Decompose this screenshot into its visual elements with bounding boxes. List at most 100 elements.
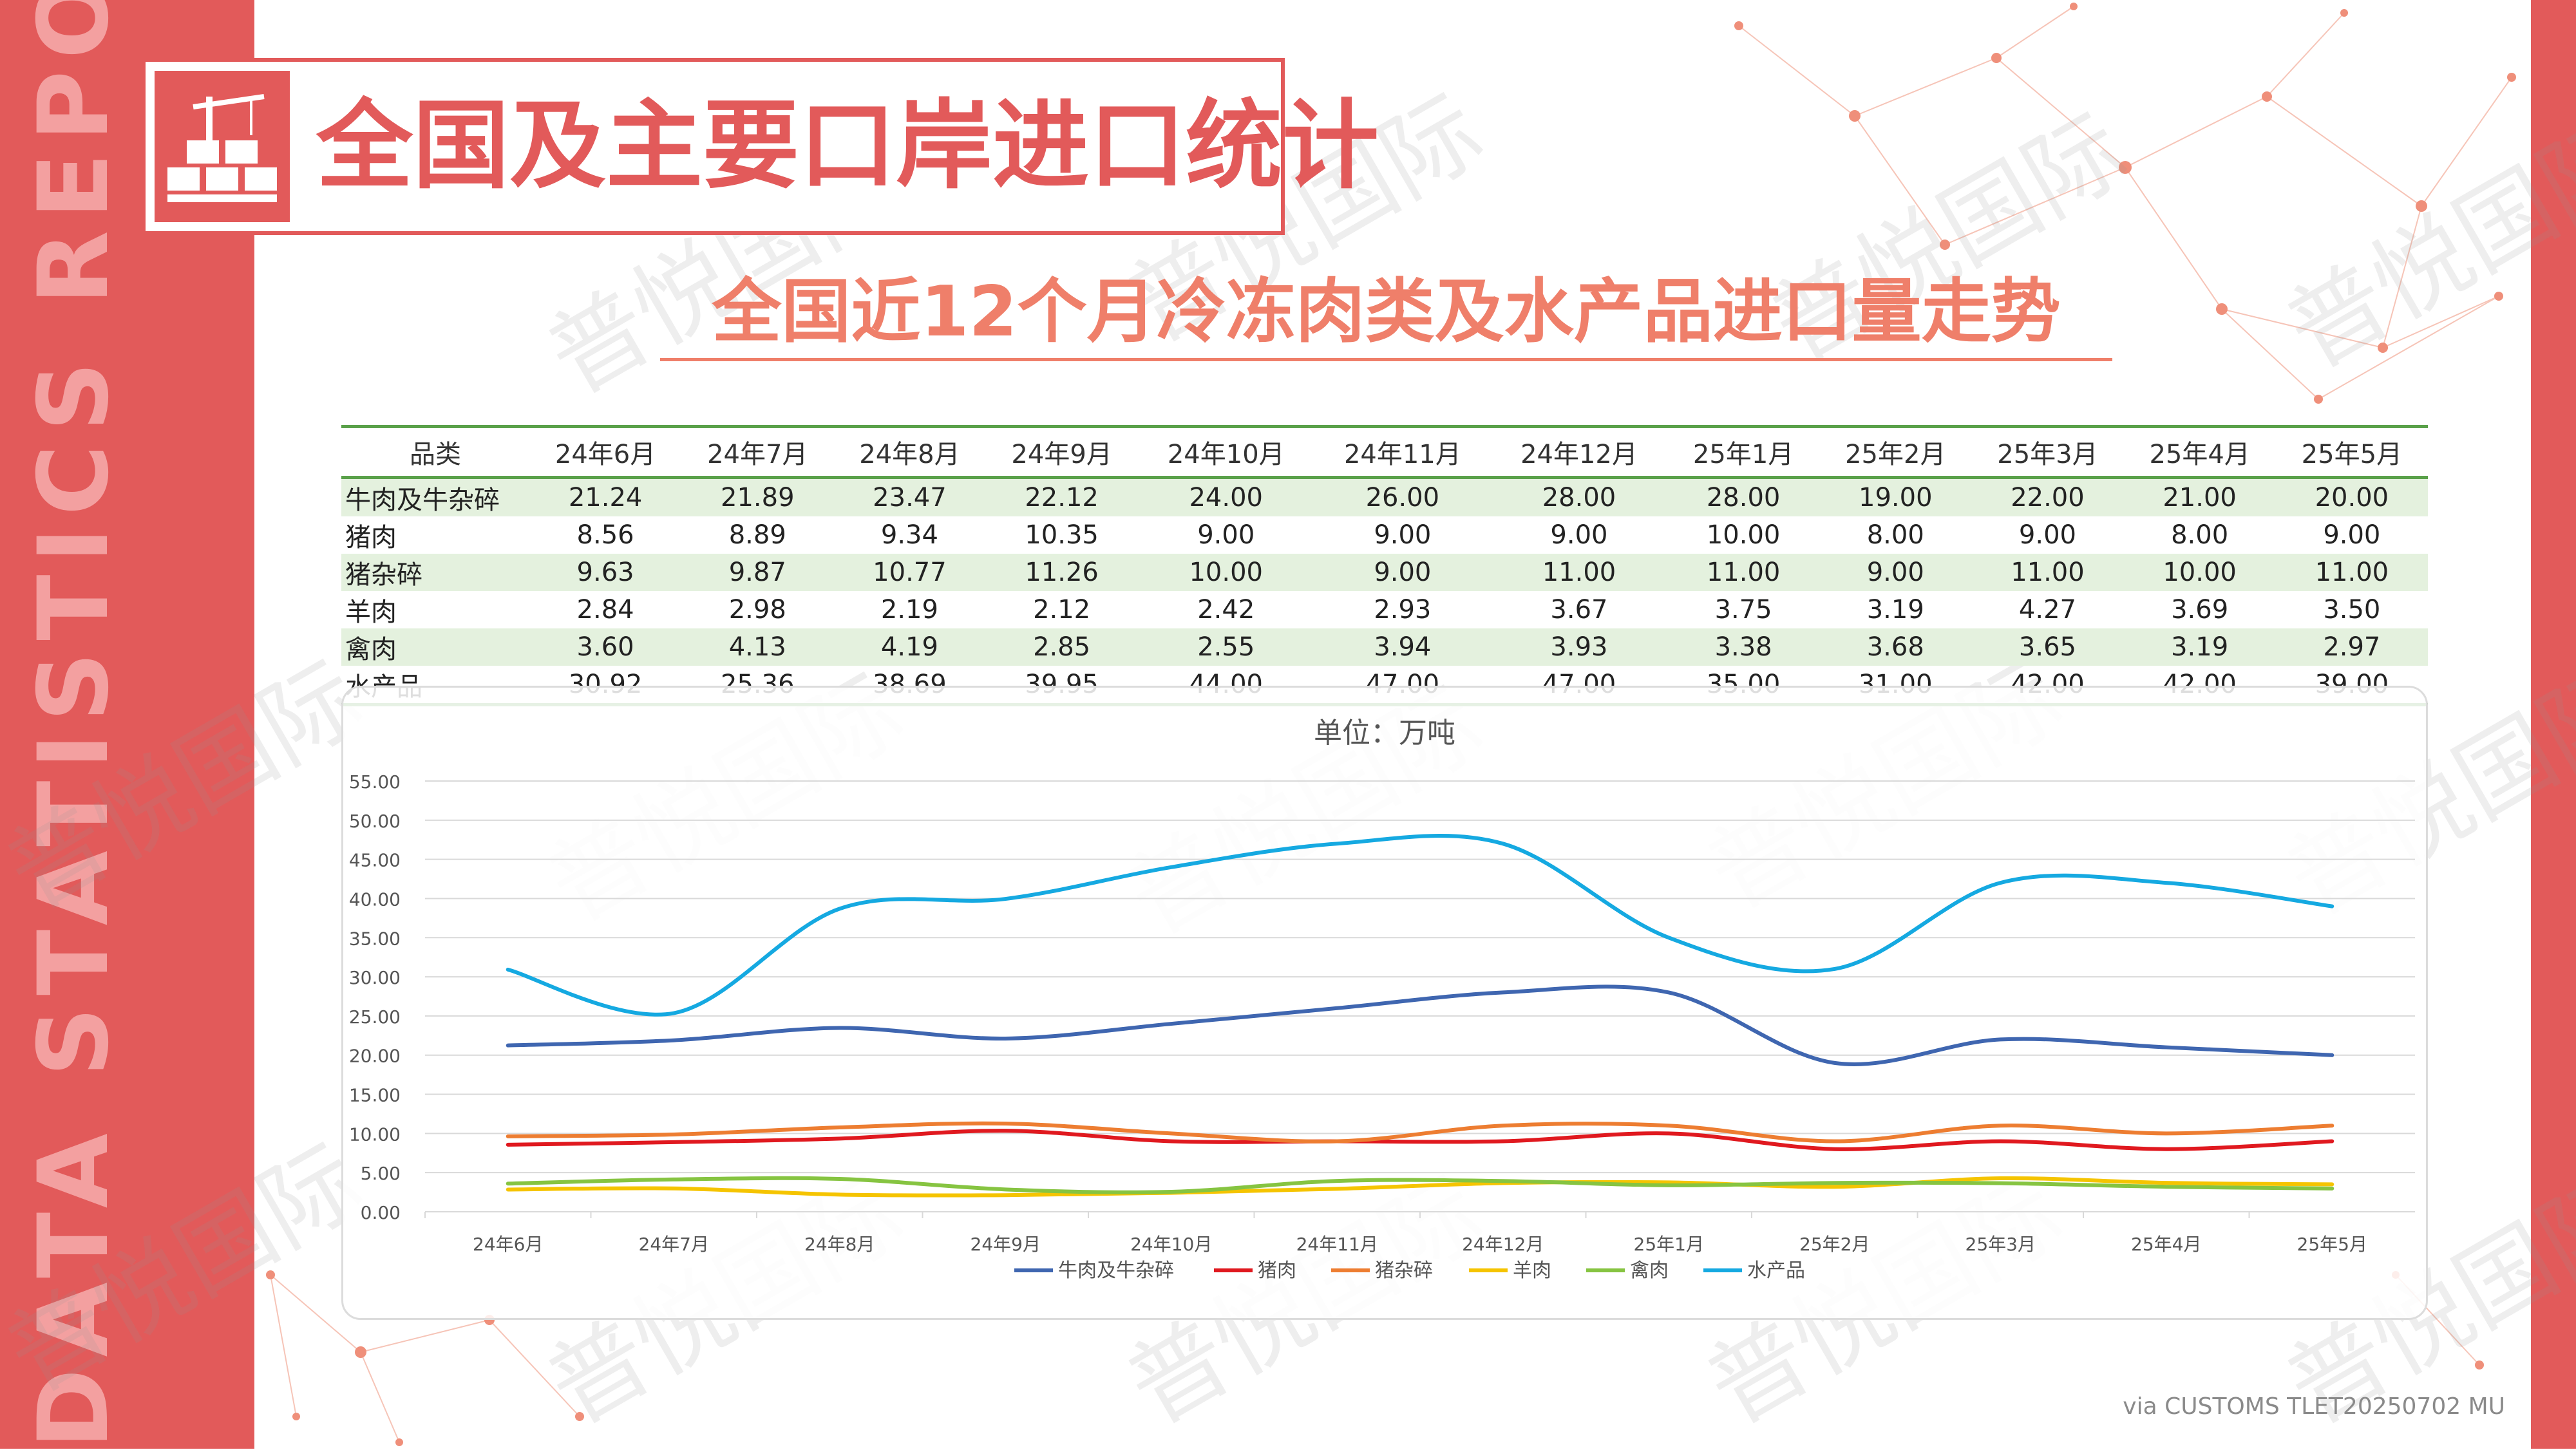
table-row-label: 羊肉 — [345, 598, 397, 627]
table-row: 猪杂碎 9.63 9.87 10.77 11.26 10.00 9.00 11.00 11.00… — [341, 554, 2428, 591]
table-row-label: 猪肉 — [345, 523, 397, 552]
table-cell: 2.12 — [1033, 595, 1091, 625]
source-note: via CUSTOMS TLET20250702 MU — [2123, 1393, 2505, 1420]
x-tick-label: 24年8月 — [804, 1234, 875, 1255]
x-tick-label: 24年11月 — [1296, 1234, 1378, 1255]
table-row: 羊肉 2.84 2.98 2.19 2.12 2.42 2.93 3.67 3.75 3.19 4.… — [341, 591, 2428, 628]
table-cell: 22.12 — [985, 477, 1138, 516]
table-cell: 9.00 — [1374, 520, 1432, 550]
table-header-month: 24年10月 — [1137, 425, 1314, 479]
series-line-0 — [506, 984, 2334, 1066]
table-cell: 10.00 — [1137, 554, 1314, 591]
table-row: 猪肉 8.56 8.89 9.34 10.35 9.00 9.00 9.00 10.00 8.00… — [341, 516, 2428, 554]
table-cell: 9.00 — [2323, 520, 2381, 550]
chart-heading: 全国近12个月冷冻肉类及水产品进口量走势 — [660, 270, 2112, 361]
table-header-month: 25年2月 — [1819, 425, 1972, 479]
table-cell: 2.19 — [880, 595, 938, 625]
line-chart: 单位：万吨 0.00 5.00 10.00 15.00 20.00 25.00 30.00 35… — [349, 717, 2415, 1282]
table-cell: 10.00 — [2123, 554, 2276, 591]
table-cell: 3.65 — [1971, 628, 2124, 666]
table-cell: 8.56 — [576, 520, 634, 550]
table-cell: 2.84 — [576, 595, 634, 625]
series-line-4 — [506, 1176, 2334, 1194]
table-cell: 3.38 — [1667, 628, 1820, 666]
table-cell: 2.42 — [1197, 595, 1255, 625]
table-cell: 2.55 — [1137, 628, 1314, 666]
table-row-label: 禽肉 — [341, 628, 529, 666]
table-cell: 3.68 — [1819, 628, 1972, 666]
x-tick-label: 24年6月 — [473, 1234, 543, 1255]
table-cell: 4.19 — [833, 628, 986, 666]
y-tick-label: 35.00 — [349, 928, 401, 949]
table-header-month: 24年12月 — [1490, 425, 1668, 479]
table-cell: 19.00 — [1819, 477, 1972, 516]
x-tick-label: 25年3月 — [1965, 1234, 2036, 1255]
y-tick-label: 15.00 — [349, 1085, 401, 1106]
table-cell: 9.00 — [1314, 554, 1491, 591]
table-cell: 3.67 — [1550, 595, 1608, 625]
table-header-month: 24年8月 — [833, 425, 986, 479]
table-cell: 9.87 — [681, 554, 834, 591]
legend-label: 牛肉及牛杂碎 — [1058, 1259, 1174, 1282]
y-tick-label: 30.00 — [349, 967, 401, 988]
table-header-month: 24年7月 — [681, 425, 834, 479]
table-cell: 9.63 — [529, 554, 682, 591]
table-cell: 28.00 — [1490, 477, 1668, 516]
legend-label: 猪杂碎 — [1375, 1259, 1433, 1282]
table-cell: 10.77 — [833, 554, 986, 591]
table-cell: 10.35 — [1025, 520, 1099, 550]
table-cell: 11.00 — [1490, 554, 1668, 591]
x-tick-label: 24年10月 — [1130, 1234, 1212, 1255]
table-cell: 28.00 — [1667, 477, 1820, 516]
table-cell: 21.89 — [681, 477, 834, 516]
x-tick-label: 25年2月 — [1799, 1234, 1870, 1255]
page-title: 全国及主要口岸进口统计 — [316, 90, 1379, 202]
x-tick-label: 25年5月 — [2297, 1234, 2367, 1255]
legend-label: 水产品 — [1747, 1259, 1805, 1282]
table-row: 禽肉 3.60 4.13 4.19 2.85 2.55 3.94 3.93 3.38 3.68 3.… — [341, 628, 2428, 666]
y-tick-label: 25.00 — [349, 1006, 401, 1028]
table-header-month: 25年1月 — [1667, 425, 1820, 479]
series-line-5 — [506, 834, 2334, 1017]
right-accent-band — [2531, 0, 2576, 1449]
table-cell: 11.00 — [1667, 554, 1820, 591]
series-line-1 — [506, 1129, 2334, 1151]
table-cell: 10.00 — [1706, 520, 1781, 550]
left-accent-band: DATA STATISTICS REPORT — [0, 0, 254, 1449]
table-cell: 22.00 — [1971, 477, 2124, 516]
table-cell: 2.97 — [2275, 628, 2428, 666]
table-cell: 24.00 — [1137, 477, 1314, 516]
table-header-month: 25年5月 — [2275, 425, 2428, 479]
table-header-category: 品类 — [341, 425, 529, 479]
x-tick-label: 25年1月 — [1634, 1234, 1704, 1255]
table-cell: 26.00 — [1314, 477, 1491, 516]
table-cell: 11.26 — [985, 554, 1138, 591]
table-cell: 3.19 — [2123, 628, 2276, 666]
y-tick-label: 20.00 — [349, 1046, 401, 1067]
table-cell: 9.00 — [1197, 520, 1255, 550]
table-cell: 11.00 — [2275, 554, 2428, 591]
x-tick-label: 24年12月 — [1462, 1234, 1544, 1255]
table-cell: 9.00 — [2018, 520, 2076, 550]
y-tick-label: 0.00 — [361, 1202, 401, 1223]
table-cell: 3.94 — [1314, 628, 1491, 666]
table-cell: 2.93 — [1374, 595, 1432, 625]
table-cell: 4.13 — [681, 628, 834, 666]
table-cell: 3.69 — [2171, 595, 2229, 625]
y-tick-label: 40.00 — [349, 889, 401, 910]
table-header-month: 25年4月 — [2123, 425, 2276, 479]
data-table: 品类 24年6月 24年7月 24年8月 24年9月 24年10月 24年11月 24年12… — [341, 425, 2428, 706]
table-cell: 3.19 — [1866, 595, 1924, 625]
table-cell: 3.60 — [529, 628, 682, 666]
table-cell: 21.00 — [2123, 477, 2276, 516]
table-cell: 9.00 — [1819, 554, 1972, 591]
legend-label: 猪肉 — [1258, 1259, 1296, 1282]
table-row-label: 牛肉及牛杂碎 — [341, 477, 529, 516]
x-tick-label: 25年4月 — [2131, 1234, 2201, 1255]
table-cell: 4.27 — [2018, 595, 2076, 625]
table-cell: 3.93 — [1490, 628, 1668, 666]
series-line-2 — [506, 1121, 2334, 1144]
series-line-3 — [506, 1176, 2334, 1198]
table-header-month: 24年11月 — [1314, 425, 1491, 479]
